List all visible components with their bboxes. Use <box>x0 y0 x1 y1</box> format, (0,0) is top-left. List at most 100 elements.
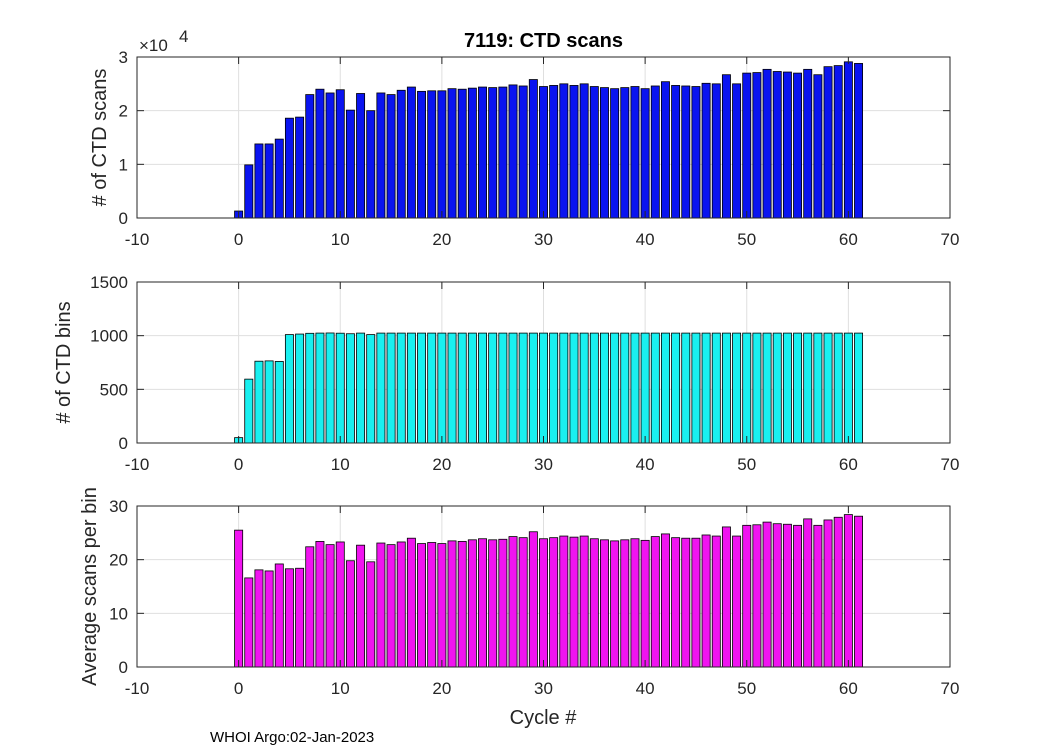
scans-bar <box>528 79 538 219</box>
scans-bar <box>518 85 528 219</box>
avg-x-tick-label: 40 <box>636 679 655 698</box>
bins-bar <box>396 332 406 444</box>
x-axis-label: Cycle # <box>510 707 578 729</box>
scans-bar <box>701 82 711 219</box>
bins-bar <box>254 360 264 444</box>
avg-bar <box>376 542 386 668</box>
avg-bar <box>752 524 762 668</box>
scans-bar <box>559 83 569 219</box>
bins-bar <box>782 332 792 444</box>
scans-x-tick-label: -10 <box>125 230 150 249</box>
scans-y-axis-label: # of CTD scans <box>89 69 111 207</box>
scans-bar <box>610 88 620 219</box>
avg-bar <box>742 524 752 668</box>
bins-x-tick-label: 20 <box>432 455 451 474</box>
avg-bar <box>772 523 782 668</box>
bins-bar <box>366 334 376 444</box>
avg-bar <box>325 544 335 668</box>
scans-bar <box>660 81 670 219</box>
avg-bar <box>671 537 681 668</box>
bins-bar <box>793 332 803 444</box>
scans-y-tick-label: 0 <box>119 209 128 228</box>
avg-bar <box>762 521 772 668</box>
scans-bar <box>427 90 437 219</box>
scans-y-tick-label: 2 <box>119 102 128 121</box>
bins-bar <box>518 332 528 444</box>
bins-bar <box>752 332 762 444</box>
scans-bar <box>854 63 863 219</box>
scans-bar <box>467 87 477 219</box>
avg-bar <box>681 537 691 668</box>
bins-bar <box>508 332 518 444</box>
avg-bar <box>711 535 721 668</box>
avg-y-tick-label: 0 <box>119 658 128 677</box>
scans-bar <box>457 88 467 219</box>
avg-bar <box>366 561 376 668</box>
avg-x-tick-label: 30 <box>534 679 553 698</box>
scans-y-tick-label: 3 <box>119 48 128 67</box>
scans-bar <box>396 89 406 219</box>
scans-bar <box>488 87 498 219</box>
avg-bar <box>356 544 366 668</box>
avg-bar <box>284 568 294 668</box>
scans-bar <box>782 71 792 219</box>
scans-bar <box>620 87 630 219</box>
scans-bar <box>569 85 579 219</box>
scans-bar <box>406 86 416 219</box>
bins-bar <box>579 332 589 444</box>
scans-bar <box>356 93 366 219</box>
avg-bar <box>721 526 731 668</box>
bins-bar <box>610 332 620 444</box>
avg-bar <box>793 524 803 668</box>
avg-bar <box>345 560 355 668</box>
avg-bar <box>417 543 427 668</box>
bins-bar <box>732 332 742 444</box>
scans-x-tick-label: 60 <box>839 230 858 249</box>
bins-bar <box>691 332 701 444</box>
bins-bar <box>772 332 782 444</box>
avg-bar <box>488 539 498 668</box>
bins-x-tick-label: 60 <box>839 455 858 474</box>
scans-bar <box>671 85 681 219</box>
scans-bar <box>508 84 518 219</box>
avg-bar <box>732 535 742 668</box>
avg-bar <box>498 538 508 668</box>
avg-bar <box>264 570 274 668</box>
scans-bar <box>244 164 254 219</box>
avg-bar <box>457 541 467 668</box>
avg-bar <box>813 524 823 668</box>
scans-bar <box>681 85 691 219</box>
avg-bar <box>630 538 640 668</box>
avg-bar <box>843 514 853 668</box>
bins-bar <box>589 332 599 444</box>
avg-x-tick-label: 10 <box>331 679 350 698</box>
bins-bar <box>701 332 711 444</box>
scans-bar <box>254 143 264 219</box>
scans-x-tick-label: 30 <box>534 230 553 249</box>
scans-bar <box>833 65 843 219</box>
avg-bar <box>335 541 345 668</box>
avg-y-axis-label: Average scans per bin <box>79 487 101 686</box>
avg-bar <box>579 535 589 668</box>
bins-bar <box>417 332 427 444</box>
scans-bar <box>589 86 599 219</box>
avg-bar <box>427 542 437 668</box>
scans-bar <box>539 86 548 219</box>
bins-x-tick-label: 10 <box>331 455 350 474</box>
avg-bar <box>386 544 396 668</box>
avg-bar <box>406 537 416 668</box>
scans-bar <box>447 88 457 219</box>
scans-x-tick-label: 70 <box>941 230 960 249</box>
bins-bar <box>345 333 355 444</box>
scans-bar <box>305 94 315 219</box>
scans-bar <box>691 86 701 219</box>
bins-bar <box>711 332 721 444</box>
avg-bar <box>315 541 325 668</box>
avg-x-tick-label: 60 <box>839 679 858 698</box>
bins-bar <box>315 332 325 444</box>
bins-bar <box>325 332 335 444</box>
bins-bar <box>488 332 498 444</box>
bins-bar <box>467 332 477 444</box>
